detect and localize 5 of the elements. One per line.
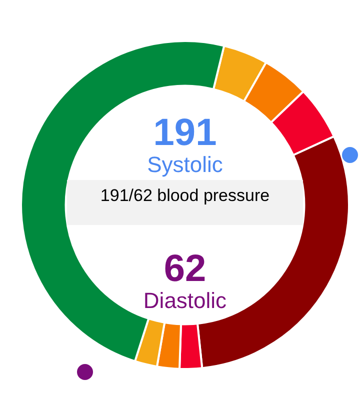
text: Diastolic bbox=[142, 288, 228, 314]
text: 62 bbox=[162, 248, 208, 291]
text: 191 bbox=[152, 112, 218, 155]
text: 191/62 blood pressure bbox=[99, 186, 271, 206]
text: Systolic bbox=[146, 152, 224, 178]
